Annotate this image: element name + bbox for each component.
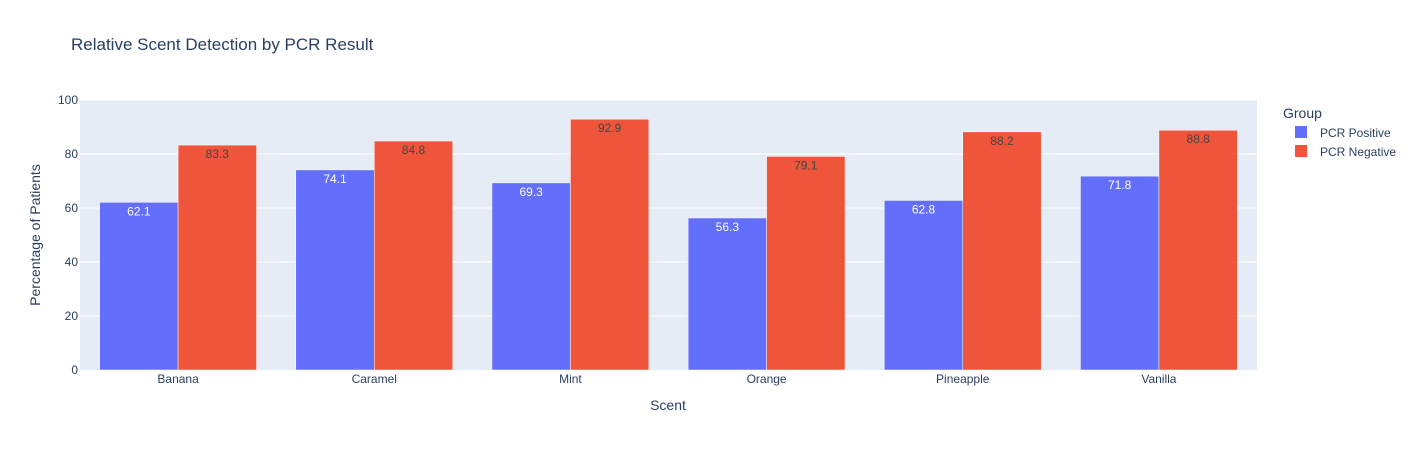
bar-pcr-negative[interactable]: [962, 131, 1042, 371]
bar-pcr-negative[interactable]: [374, 140, 453, 371]
x-tick-label: Caramel: [352, 372, 397, 386]
bar-pcr-positive[interactable]: [884, 200, 963, 371]
y-tick-label: 20: [65, 309, 79, 323]
legend-item[interactable]: PCR Negative: [1295, 145, 1396, 159]
bar-value-label: 88.2: [990, 134, 1014, 148]
x-tick-label: Banana: [157, 372, 199, 386]
bar-value-label: 84.8: [402, 143, 426, 157]
bar-value-label: 92.9: [598, 121, 622, 135]
bar-pcr-positive[interactable]: [491, 182, 571, 371]
bar-value-label: 88.8: [1186, 132, 1210, 146]
bar-value-label: 69.3: [520, 185, 544, 199]
bars: [99, 118, 1238, 371]
bar-pcr-positive[interactable]: [687, 217, 767, 371]
x-tick-label: Pineapple: [936, 372, 990, 386]
gridlines: [80, 99, 1257, 317]
bar-pcr-positive[interactable]: [295, 169, 375, 371]
legend-swatch: [1295, 145, 1307, 157]
y-tick-label: 60: [65, 201, 79, 215]
bar-pcr-negative[interactable]: [766, 156, 846, 371]
bar-pcr-negative[interactable]: [1158, 129, 1238, 371]
legend: Group PCR Positive PCR Negative: [1283, 105, 1396, 159]
bar-pcr-negative[interactable]: [570, 118, 650, 371]
bar-value-label: 62.1: [127, 204, 151, 218]
legend-label: PCR Negative: [1320, 145, 1396, 159]
legend-title: Group: [1283, 105, 1322, 121]
x-tick-label: Vanilla: [1141, 372, 1176, 386]
plot-area: [80, 100, 1257, 370]
y-axis-ticks: 0 20 40 60 80 100: [58, 93, 78, 377]
bar-value-label: 74.1: [323, 172, 347, 186]
bar-value-label: 79.1: [794, 158, 818, 172]
bar-value-label: 71.8: [1108, 178, 1132, 192]
y-tick-label: 100: [58, 93, 78, 107]
x-axis-ticks: Banana Caramel Mint Orange Pineapple Vanilla: [157, 372, 1176, 386]
data-labels: 62.1 83.3 74.1 84.8 69.3 92.9 56.3 79.1 62.8 88.2…: [127, 121, 1210, 234]
y-tick-label: 40: [65, 255, 79, 269]
bar-value-label: 62.8: [912, 202, 936, 216]
x-tick-label: Orange: [747, 372, 787, 386]
legend-swatch: [1295, 126, 1307, 138]
bar-value-label: 83.3: [206, 147, 230, 161]
legend-item[interactable]: PCR Positive: [1295, 126, 1391, 140]
y-tick-label: 0: [71, 363, 78, 377]
legend-label: PCR Positive: [1320, 126, 1391, 140]
bar-pcr-positive[interactable]: [1080, 175, 1160, 371]
bar-value-label: 56.3: [716, 220, 740, 234]
chart-title: Relative Scent Detection by PCR Result: [71, 35, 374, 54]
bar-pcr-negative[interactable]: [177, 144, 257, 371]
y-axis-title: Percentage of Patients: [27, 164, 43, 306]
x-axis-title: Scent: [650, 397, 686, 413]
y-tick-label: 80: [65, 147, 79, 161]
x-tick-label: Mint: [559, 372, 582, 386]
bar-pcr-positive[interactable]: [99, 202, 179, 371]
